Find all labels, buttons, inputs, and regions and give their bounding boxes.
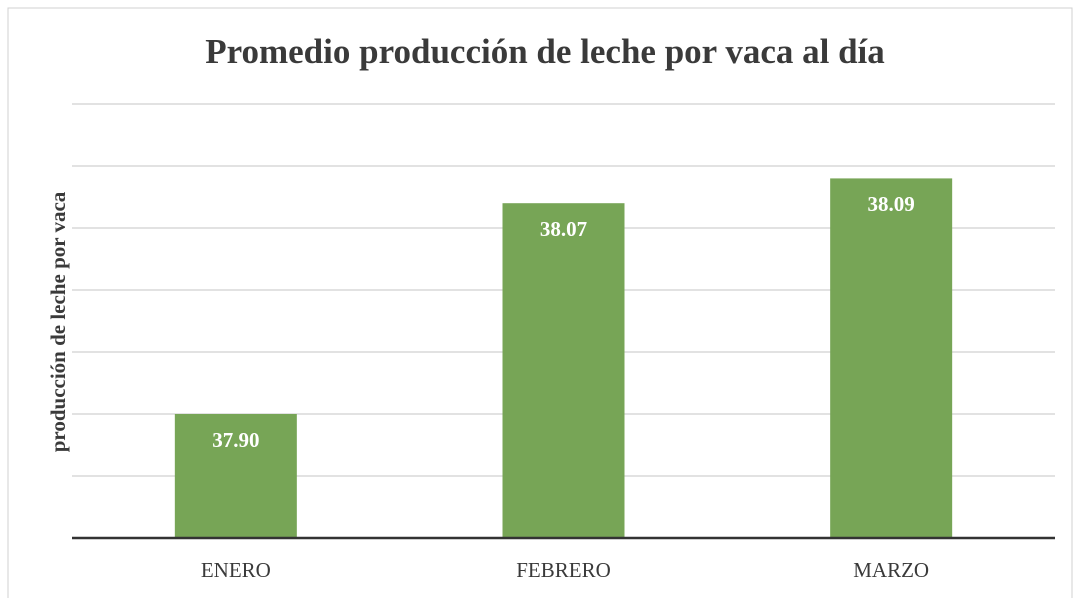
chart-title: Promedio producción de leche por vaca al… xyxy=(205,32,885,71)
data-label: 38.07 xyxy=(540,217,587,241)
x-tick-label: ENERO xyxy=(201,558,271,582)
data-label: 37.90 xyxy=(212,428,259,452)
bar xyxy=(830,178,953,538)
data-label: 38.09 xyxy=(868,192,915,216)
bar xyxy=(502,203,625,538)
x-tick-label: FEBRERO xyxy=(516,558,611,582)
x-tick-label: MARZO xyxy=(853,558,929,582)
bar xyxy=(174,414,297,538)
y-axis-label: producción de leche por vaca xyxy=(46,191,70,452)
